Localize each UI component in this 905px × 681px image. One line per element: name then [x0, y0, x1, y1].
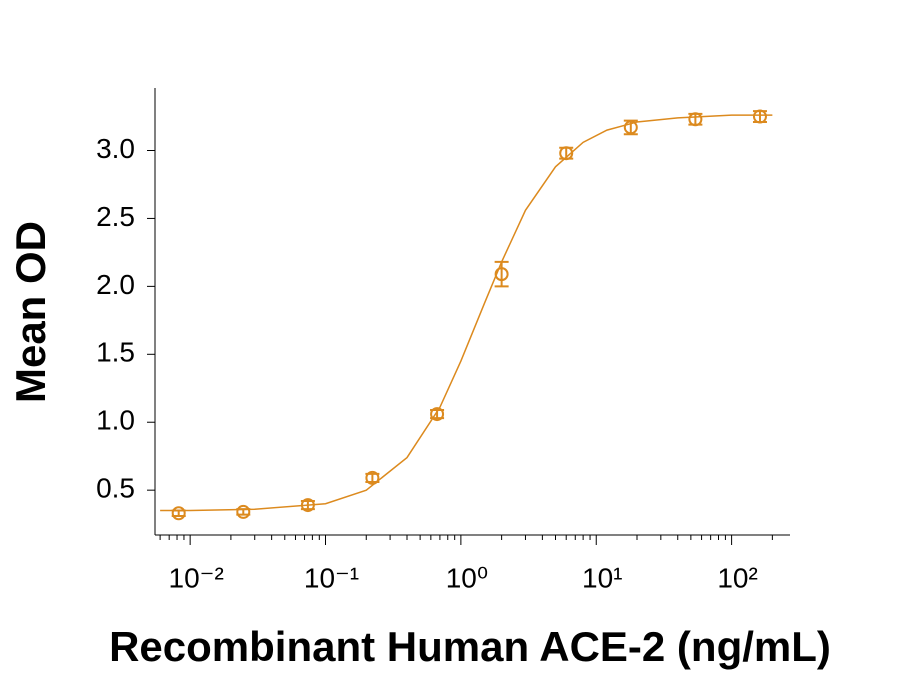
x-axis-title: Recombinant Human ACE-2 (ng/mL)	[109, 623, 831, 670]
x-tick-label: 10⁰	[446, 562, 488, 593]
y-tick-label: 1.5	[96, 337, 135, 368]
y-tick-label: 2.5	[96, 201, 135, 232]
data-point	[236, 504, 251, 519]
y-tick-label: 0.5	[96, 473, 135, 504]
data-point	[494, 267, 509, 282]
data-point	[300, 498, 315, 513]
y-axis-title: Mean OD	[7, 221, 54, 403]
x-tick-label: 10¹	[582, 562, 622, 593]
x-tick-label: 10⁻²	[169, 562, 224, 593]
data-point	[171, 506, 186, 521]
x-tick-label: 10²	[717, 562, 757, 593]
data-point	[365, 470, 380, 485]
error-bar	[494, 260, 509, 288]
fit-curve	[160, 114, 773, 512]
data-point	[623, 120, 638, 135]
data-point	[752, 109, 767, 124]
x-tick-label: 10⁻¹	[304, 562, 359, 593]
y-tick-label: 3.0	[96, 133, 135, 164]
y-tick-label: 1.0	[96, 405, 135, 436]
y-tick-label: 2.0	[96, 269, 135, 300]
data-point	[430, 407, 445, 422]
data-point	[559, 146, 574, 161]
data-point	[688, 112, 703, 127]
